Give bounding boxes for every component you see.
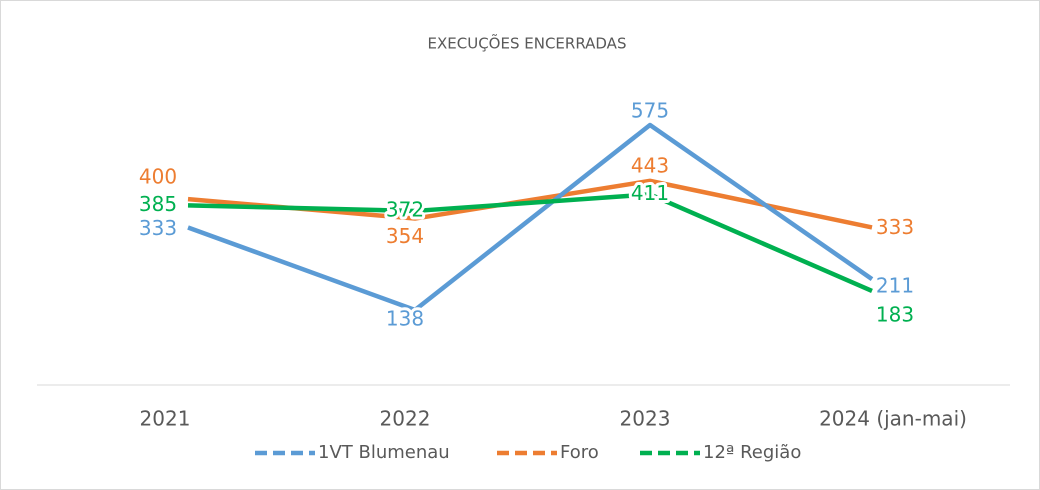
data-label: 400 — [139, 165, 177, 189]
data-label: 411 — [631, 181, 669, 205]
x-tick-label: 2021 — [140, 407, 191, 431]
data-label: 333 — [139, 216, 177, 240]
data-label: 354 — [386, 224, 424, 248]
chart-title: EXECUÇÕES ENCERRADAS — [428, 34, 627, 53]
data-label: 333 — [876, 215, 914, 239]
line-series — [187, 122, 874, 313]
legend-label: 12ª Região — [703, 442, 801, 463]
line-series — [187, 192, 873, 294]
data-label: 372 — [386, 197, 424, 221]
legend-label: 1VT Blumenau — [318, 442, 450, 463]
data-label: 443 — [631, 153, 669, 177]
x-tick-label: 2022 — [380, 407, 431, 431]
legend-label: Foro — [560, 442, 599, 463]
x-tick-label: 2023 — [620, 407, 671, 431]
data-label: 575 — [631, 99, 669, 123]
data-label: 385 — [139, 192, 177, 216]
data-label: 211 — [876, 274, 914, 298]
data-label: 183 — [876, 302, 914, 326]
x-tick-label: 2024 (jan-mai) — [819, 407, 967, 431]
data-label: 138 — [386, 307, 424, 331]
